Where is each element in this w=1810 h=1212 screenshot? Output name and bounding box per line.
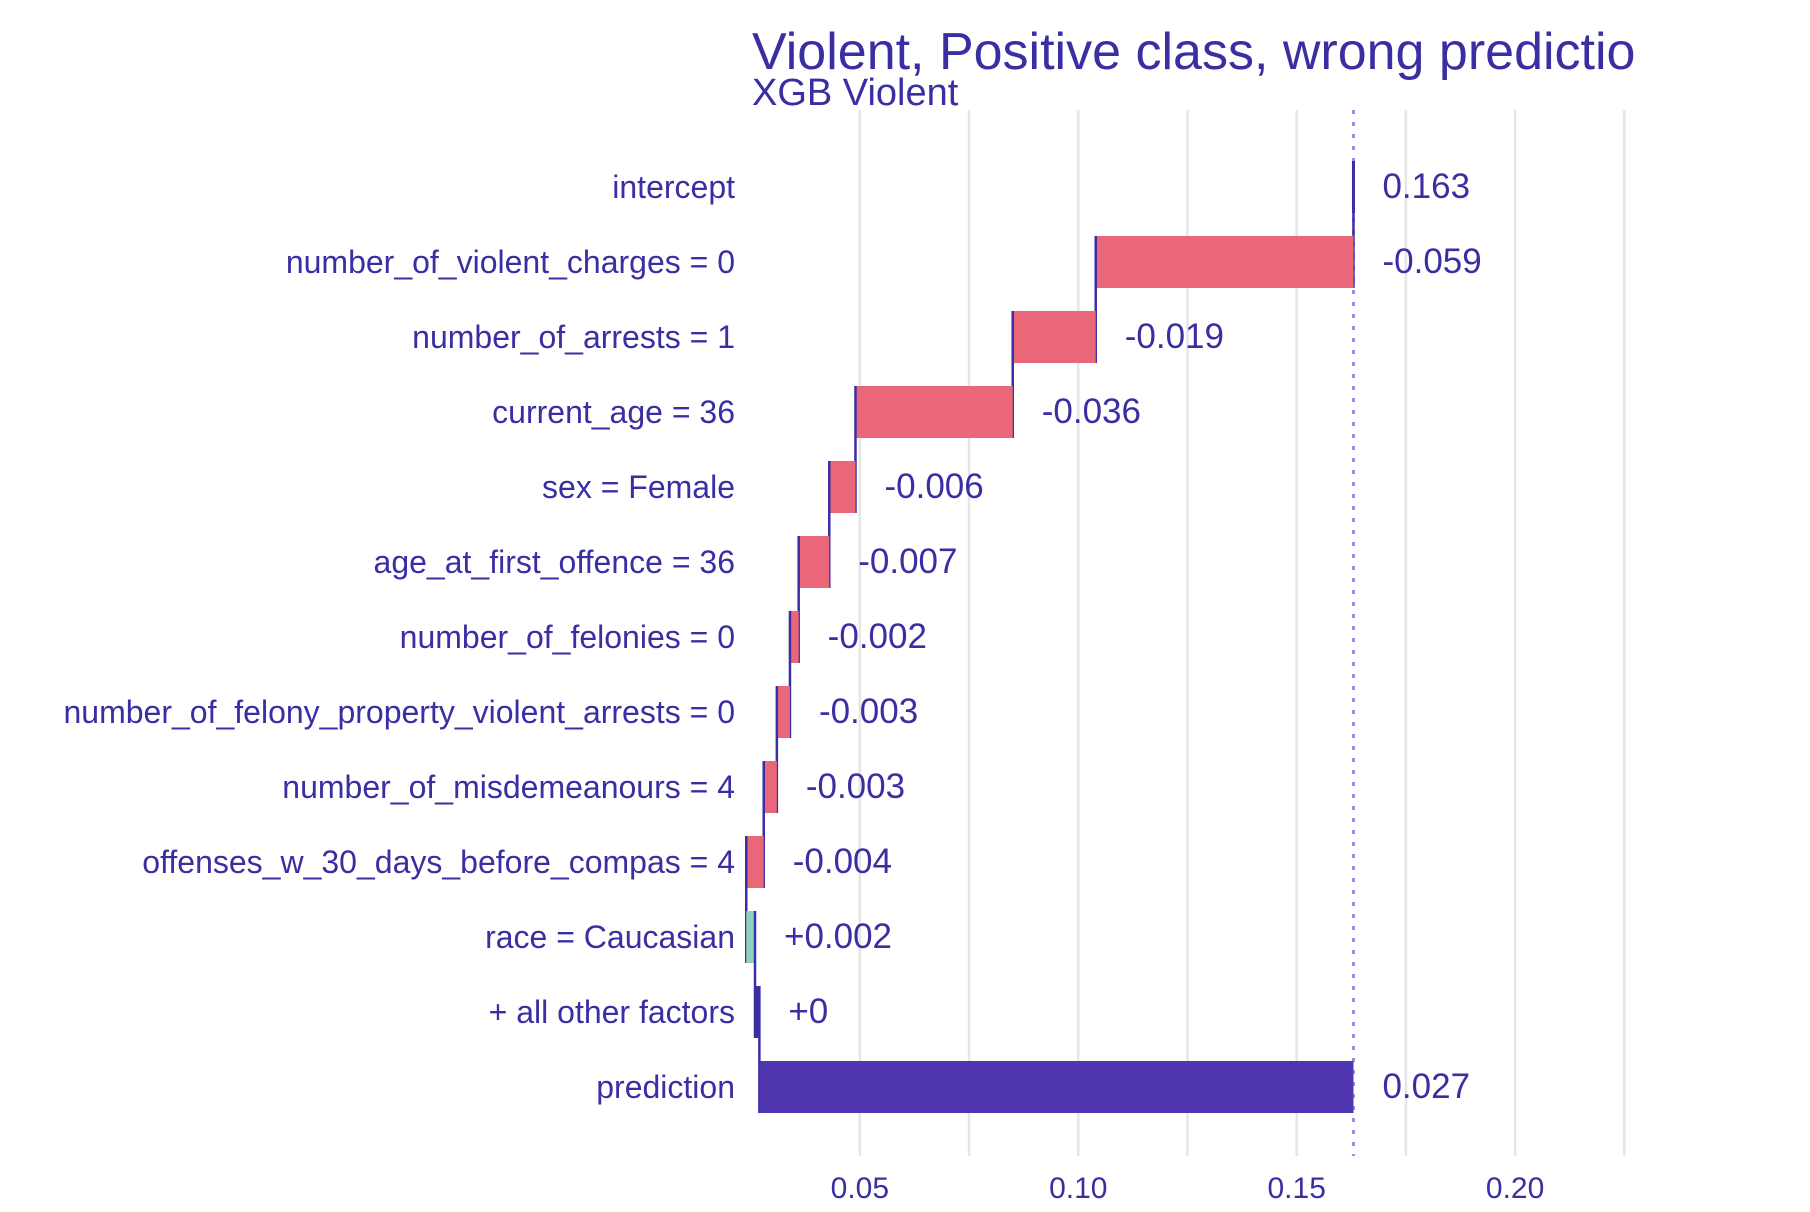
- data-label: +0: [788, 992, 828, 1031]
- bar: [746, 836, 764, 888]
- bar: [855, 386, 1013, 438]
- x-tick-label: 0.15: [1267, 1172, 1325, 1205]
- bar: [746, 911, 755, 963]
- bar: [763, 761, 777, 813]
- data-label: -0.036: [1042, 392, 1141, 431]
- bar: [1095, 236, 1354, 288]
- category-label: number_of_misdemeanours = 4: [282, 769, 735, 805]
- category-label: sex = Female: [542, 469, 735, 505]
- data-label: -0.003: [806, 767, 905, 806]
- category-label: number_of_arrests = 1: [412, 319, 735, 355]
- data-label: 0.027: [1382, 1067, 1470, 1106]
- data-label: -0.019: [1125, 317, 1224, 356]
- bar: [755, 986, 760, 1038]
- category-label: number_of_felony_property_violent_arrest…: [63, 694, 735, 730]
- chart-title: Violent, Positive class, wrong predictio: [752, 23, 1636, 81]
- x-tick-label: 0.10: [1049, 1172, 1107, 1205]
- bar: [759, 1061, 1354, 1113]
- bar: [829, 461, 856, 513]
- category-label: race = Caucasian: [485, 919, 735, 955]
- category-label: intercept: [612, 169, 735, 205]
- chart-subtitle: XGB Violent: [752, 72, 959, 114]
- data-label: -0.003: [819, 692, 918, 731]
- bar: [776, 686, 790, 738]
- x-tick-label: 0.20: [1486, 1172, 1544, 1205]
- data-label: 0.163: [1382, 167, 1470, 206]
- category-label: offenses_w_30_days_before_compas = 4: [142, 844, 735, 880]
- x-tick-label: 0.05: [831, 1172, 889, 1205]
- category-label: prediction: [596, 1069, 735, 1105]
- data-label: -0.002: [828, 617, 927, 656]
- bar: [789, 611, 799, 663]
- data-label: -0.006: [884, 467, 983, 506]
- data-label: +0.002: [784, 917, 892, 956]
- data-label: -0.004: [793, 842, 892, 881]
- data-label: -0.007: [858, 542, 957, 581]
- category-label: number_of_violent_charges = 0: [286, 244, 735, 280]
- category-label: current_age = 36: [492, 394, 735, 430]
- bar: [1012, 311, 1096, 363]
- bar: [798, 536, 830, 588]
- category-label: age_at_first_offence = 36: [374, 544, 735, 580]
- category-label: number_of_felonies = 0: [400, 619, 735, 655]
- data-label: -0.059: [1382, 242, 1481, 281]
- category-label: + all other factors: [489, 994, 735, 1030]
